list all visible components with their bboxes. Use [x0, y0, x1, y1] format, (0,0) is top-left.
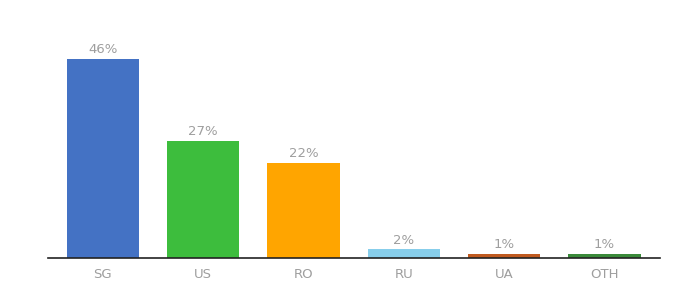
- Bar: [267, 163, 339, 258]
- Bar: [167, 141, 239, 258]
- Text: 1%: 1%: [594, 238, 615, 251]
- Text: 2%: 2%: [393, 234, 414, 247]
- Bar: [468, 254, 540, 258]
- Text: 46%: 46%: [88, 43, 118, 56]
- Bar: [568, 254, 641, 258]
- Bar: [67, 59, 139, 258]
- Text: 1%: 1%: [494, 238, 515, 251]
- Text: 22%: 22%: [288, 147, 318, 160]
- Text: 27%: 27%: [188, 125, 218, 138]
- Bar: [368, 249, 440, 258]
